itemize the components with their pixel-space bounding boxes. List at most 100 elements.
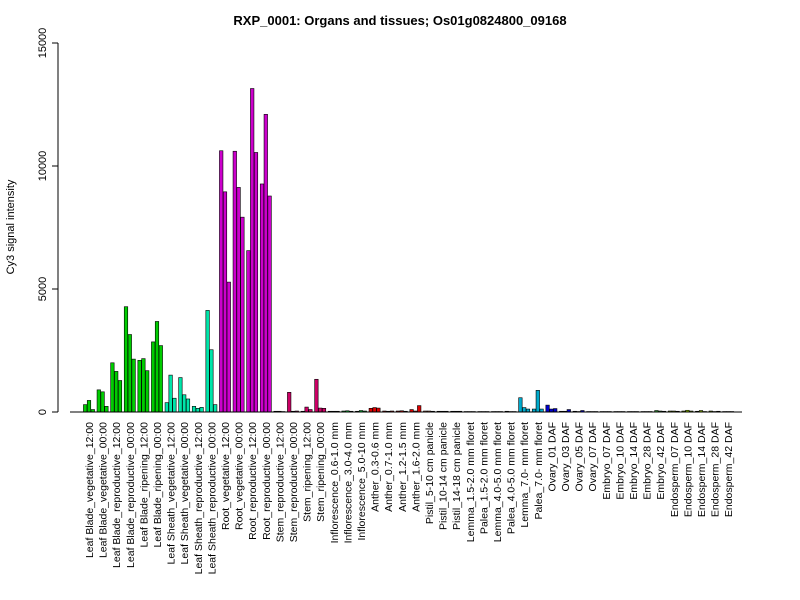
x-tick-label: Leaf Sheath_vegetative_00:00 [179, 422, 191, 565]
bar [250, 88, 255, 413]
bar [219, 150, 224, 413]
bar [158, 345, 163, 413]
x-tick-label: Leaf Sheath_reproductive_12:00 [193, 422, 205, 575]
x-tick-label: Root_reproductive_12:00 [247, 422, 259, 540]
x-tick-label: Stem_reproductive_12:00 [274, 422, 286, 542]
bar [267, 195, 272, 413]
bar [314, 378, 319, 413]
bar [253, 152, 259, 413]
bar [522, 407, 527, 413]
x-tick-label: Anther_1.2-1.5 mm [397, 422, 409, 512]
y-axis: 0 5000 10000 15000 [37, 28, 59, 415]
bar [151, 341, 156, 413]
bar [114, 371, 119, 413]
bar [226, 281, 231, 413]
y-tick-label: 0 [37, 409, 49, 415]
bar [117, 380, 123, 413]
bar [236, 187, 241, 413]
x-tick-label: Leaf Blade_vegetative_12:00 [84, 422, 96, 558]
x-tick-label: Anther_0.7-1.0 mm [383, 422, 395, 512]
bar [240, 216, 245, 413]
bar [318, 407, 323, 413]
x-tick-label: Pistil_10-14 cm panicle [438, 422, 450, 530]
bar [287, 392, 292, 413]
bar [209, 349, 214, 413]
bar [127, 334, 132, 413]
x-axis-tick-labels: Leaf Blade_vegetative_12:00 Leaf Blade_ve… [84, 422, 735, 575]
x-tick-label: Palea_1.5-2.0 mm floret [478, 422, 490, 534]
y-tick-label: 5000 [37, 277, 49, 301]
bar [141, 358, 146, 413]
bar [191, 406, 197, 413]
bar [545, 404, 550, 413]
chart-title: RXP_0001: Organs and tissues; Os01g08248… [233, 13, 566, 28]
bar [168, 374, 173, 413]
x-tick-label: Ovary_03 DAF [560, 422, 572, 491]
x-tick-label: Leaf Sheath_vegetative_12:00 [166, 422, 178, 565]
x-tick-label: Leaf Blade_ripening_12:00 [138, 422, 150, 548]
x-tick-label: Anther_1.6-2.0 mm [410, 422, 422, 512]
x-tick-label: Inflorescence_0.6-1.0 mm [329, 422, 341, 544]
x-tick-label: Palea_7.0- mm floret [533, 422, 545, 520]
bar [213, 404, 218, 413]
x-tick-label: Endosperm_42 DAF [723, 422, 735, 517]
x-tick-label: Endosperm_14 DAF [696, 422, 708, 517]
bar [131, 358, 136, 413]
x-tick-label: Stem_ripening_00:00 [315, 422, 327, 522]
bar [185, 398, 191, 413]
x-tick-label: Inflorescence_3.0-4.0 mm [342, 422, 354, 544]
bar [263, 114, 268, 413]
bar [199, 407, 204, 413]
bar [110, 362, 115, 413]
bar [372, 407, 377, 413]
x-tick-label: Lemma_4.0-5.0 mm floret [492, 422, 504, 542]
bars [83, 88, 735, 413]
x-tick-label: Lemma_7.0- mm floret [519, 422, 531, 528]
x-tick-label: Leaf Sheath_reproductive_00:00 [206, 422, 218, 575]
x-tick-label: Embryo_10 DAF [614, 422, 626, 500]
x-tick-label: Endosperm_07 DAF [669, 422, 681, 517]
bar [86, 400, 92, 413]
x-tick-label: Leaf Blade_vegetative_00:00 [98, 422, 110, 558]
x-tick-label: Embryo_28 DAF [642, 422, 654, 500]
y-tick-label: 15000 [37, 28, 49, 59]
bar [232, 150, 237, 413]
x-tick-label: Ovary_01 DAF [546, 422, 558, 491]
bar [205, 310, 210, 413]
bar [104, 406, 109, 413]
bar [137, 360, 142, 413]
x-tick-label: Ovary_07 DAF [587, 422, 599, 491]
x-tick-label: Root_vegetative_12:00 [220, 422, 232, 530]
bar [83, 404, 88, 413]
x-tick-label: Embryo_14 DAF [628, 422, 640, 500]
bar [123, 306, 129, 413]
x-tick-label: Palea_4.0-5.0 mm floret [506, 422, 518, 534]
bar [182, 394, 187, 413]
bar [518, 397, 523, 413]
bar [96, 389, 101, 413]
x-tick-label: Endosperm_28 DAF [710, 422, 722, 517]
bar [145, 370, 150, 413]
x-tick-label: Anther_0.3-0.6 mm [370, 422, 382, 512]
x-tick-label: Root_vegetative_00:00 [234, 422, 246, 530]
y-axis-label: Cy3 signal intensity [5, 179, 17, 274]
bar [100, 391, 105, 413]
bar [321, 408, 327, 413]
bar [164, 402, 169, 413]
bar [246, 250, 251, 413]
bar [259, 183, 265, 413]
bar [376, 407, 381, 413]
x-tick-label: Embryo_42 DAF [655, 422, 667, 500]
x-tick-label: Leaf Blade_reproductive_12:00 [111, 422, 123, 568]
x-tick-label: Endosperm_10 DAF [682, 422, 694, 517]
x-tick-label: Pistil_14-18 cm panicle [451, 422, 463, 530]
bar [154, 321, 160, 413]
x-tick-label: Root_reproductive_00:00 [261, 422, 273, 540]
x-tick-label: Pistil_5-10 cm panicle [424, 422, 436, 524]
bar [304, 406, 309, 413]
x-tick-label: Embryo_07 DAF [601, 422, 613, 500]
x-tick-label: Leaf Blade_reproductive_00:00 [125, 422, 137, 568]
bar [553, 408, 558, 413]
x-tick-label: Leaf Blade_ripening_00:00 [152, 422, 164, 548]
